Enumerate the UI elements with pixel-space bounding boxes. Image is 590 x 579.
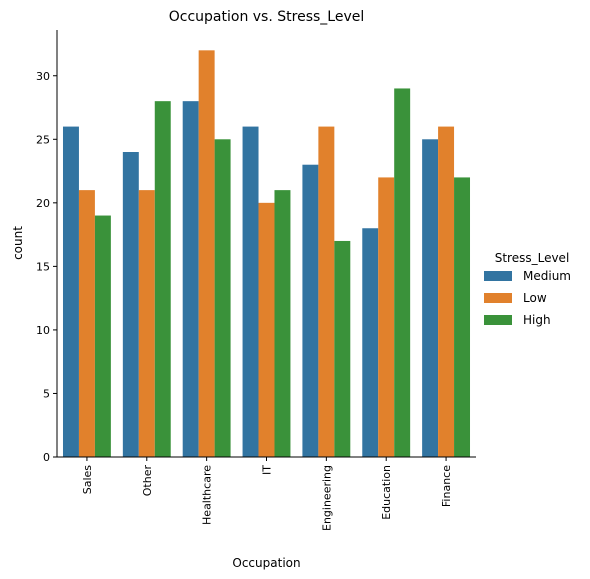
legend-label-low: Low	[523, 291, 547, 305]
bars-group	[62, 50, 471, 458]
x-tick-label: Other	[141, 465, 154, 497]
bar-other-high	[154, 101, 171, 458]
bar-education-medium	[362, 228, 379, 457]
x-tick-label: Sales	[81, 465, 94, 495]
y-tick-label: 30	[36, 70, 50, 83]
y-tick-label: 20	[36, 197, 50, 210]
x-tick-label: Finance	[440, 465, 453, 507]
bar-other-medium	[122, 152, 139, 457]
bar-sales-low	[78, 190, 95, 457]
legend-swatch-low	[484, 293, 512, 303]
y-tick-label: 25	[36, 133, 50, 146]
bar-engineering-low	[318, 126, 335, 457]
bar-sales-medium	[62, 126, 79, 457]
bar-other-low	[138, 190, 155, 457]
x-tick-label: Engineering	[320, 465, 333, 531]
bar-healthcare-low	[198, 50, 215, 457]
y-tick-label: 15	[36, 260, 50, 273]
y-axis-ticks: 0 5 10 15 20 25 30	[36, 70, 57, 464]
bar-engineering-high	[334, 240, 351, 457]
legend-label-medium: Medium	[523, 269, 571, 283]
x-tick-label: IT	[261, 465, 274, 475]
x-tick-label: Education	[380, 465, 393, 520]
chart-title: Occupation vs. Stress_Level	[169, 9, 364, 25]
bar-engineering-medium	[302, 164, 319, 458]
bar-finance-medium	[422, 139, 439, 457]
bar-finance-low	[438, 126, 455, 457]
bar-finance-high	[454, 177, 471, 457]
bar-healthcare-high	[214, 139, 231, 457]
bar-it-high	[274, 190, 291, 457]
y-axis-label: count	[11, 226, 25, 260]
legend-title: Stress_Level	[495, 251, 570, 265]
bar-sales-high	[94, 215, 111, 457]
legend-swatch-high	[484, 315, 512, 325]
bar-education-high	[394, 88, 411, 457]
bar-healthcare-medium	[182, 101, 199, 458]
bar-education-low	[378, 177, 395, 457]
bar-it-medium	[242, 126, 259, 457]
y-tick-label: 10	[36, 324, 50, 337]
x-tick-label: Healthcare	[201, 465, 214, 525]
y-tick-label: 5	[43, 387, 50, 400]
x-axis-label: Occupation	[232, 556, 300, 570]
x-axis-ticks: Sales Other Healthcare IT Engineering Educati…	[81, 457, 453, 531]
legend-swatch-medium	[484, 271, 512, 281]
bar-it-low	[258, 202, 275, 457]
y-tick-label: 0	[43, 451, 50, 464]
legend-label-high: High	[523, 313, 551, 327]
legend: Stress_Level Medium Low High	[484, 251, 571, 327]
